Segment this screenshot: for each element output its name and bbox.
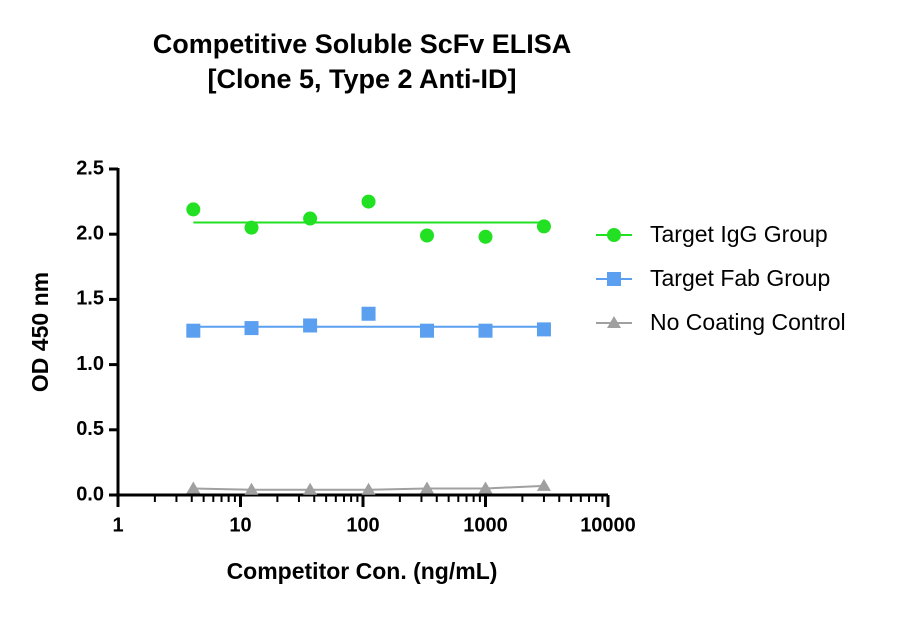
data-point: [303, 318, 318, 333]
data-point: [186, 481, 201, 494]
data-point: [244, 220, 259, 235]
x-tick-label: 10000: [580, 514, 636, 536]
chart-title: Competitive Soluble ScFv ELISA: [153, 29, 572, 59]
y-tick-label: 1.0: [76, 353, 104, 375]
chart-title: [Clone 5, Type 2 Anti-ID]: [207, 64, 516, 94]
data-point: [536, 478, 551, 491]
data-point: [303, 211, 318, 226]
legend-marker: [607, 228, 621, 242]
legend-label: No Coating Control: [650, 309, 846, 335]
data-point: [361, 482, 376, 495]
x-axis-label: Competitor Con. (ng/mL): [227, 558, 498, 584]
y-tick-label: 1.5: [76, 288, 104, 310]
data-point: [361, 194, 376, 209]
y-tick-label: 0.5: [76, 418, 104, 440]
data-point: [361, 306, 376, 321]
data-point: [536, 322, 551, 337]
data-point: [478, 323, 493, 338]
legend-label: Target Fab Group: [650, 265, 830, 291]
legend-marker: [607, 316, 621, 328]
y-tick-label: 0.0: [76, 483, 104, 505]
data-point: [303, 482, 318, 495]
data-point: [419, 481, 434, 494]
data-point: [419, 323, 434, 338]
legend-label: Target IgG Group: [650, 221, 828, 247]
data-point: [244, 482, 259, 495]
x-tick-label: 100: [346, 514, 379, 536]
data-point: [186, 323, 201, 338]
x-tick-label: 1: [112, 514, 123, 536]
data-point: [419, 228, 434, 243]
x-tick-label: 10: [229, 514, 251, 536]
data-point: [478, 229, 493, 244]
data-point: [478, 481, 493, 494]
x-tick-label: 1000: [463, 514, 508, 536]
y-axis-label: OD 450 nm: [27, 272, 53, 392]
data-point: [536, 219, 551, 234]
data-point: [186, 202, 201, 217]
y-tick-label: 2.5: [76, 157, 104, 179]
y-tick-label: 2.0: [76, 222, 104, 244]
legend-marker: [607, 272, 621, 286]
data-point: [244, 321, 259, 336]
